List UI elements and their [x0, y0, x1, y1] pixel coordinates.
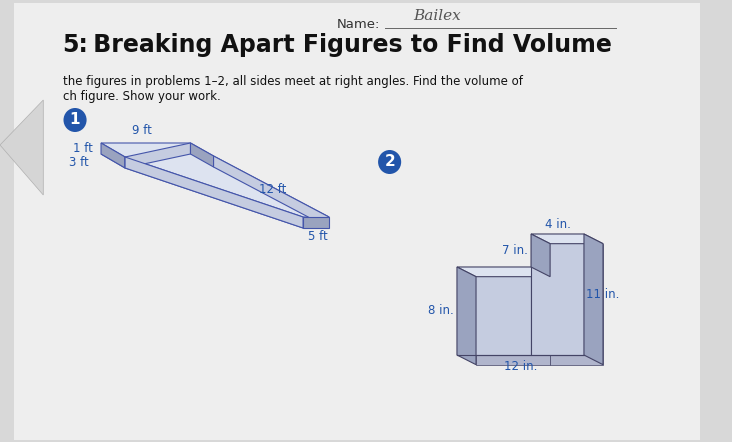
Polygon shape [15, 3, 701, 440]
Text: ch figure. Show your work.: ch figure. Show your work. [62, 90, 220, 103]
Text: 5:: 5: [62, 33, 89, 57]
Text: 1 ft: 1 ft [73, 141, 93, 155]
Text: the figures in problems 1–2, all sides meet at right angles. Find the volume of: the figures in problems 1–2, all sides m… [62, 75, 523, 88]
Polygon shape [550, 244, 603, 365]
Polygon shape [101, 143, 329, 217]
Text: Breaking Apart Figures to Find Volume: Breaking Apart Figures to Find Volume [85, 33, 611, 57]
Polygon shape [101, 143, 125, 168]
Polygon shape [101, 154, 329, 228]
Text: 5 ft: 5 ft [307, 230, 327, 243]
Circle shape [378, 150, 401, 174]
Polygon shape [476, 277, 550, 365]
Polygon shape [303, 217, 329, 228]
Polygon shape [125, 157, 303, 228]
Polygon shape [584, 234, 603, 365]
Circle shape [64, 108, 86, 132]
Text: 8 in.: 8 in. [428, 305, 454, 317]
Polygon shape [190, 143, 214, 167]
Text: 3 ft: 3 ft [69, 156, 89, 169]
Polygon shape [457, 267, 531, 355]
Polygon shape [531, 234, 603, 244]
Text: 11 in.: 11 in. [586, 288, 619, 301]
Text: 2: 2 [384, 155, 395, 169]
Text: Name:: Name: [337, 19, 380, 31]
Text: 1: 1 [70, 113, 81, 127]
Polygon shape [531, 234, 550, 277]
Polygon shape [0, 100, 43, 195]
Polygon shape [457, 267, 476, 365]
Text: Bailex: Bailex [414, 9, 461, 23]
Polygon shape [125, 143, 190, 168]
Polygon shape [214, 156, 329, 228]
Polygon shape [457, 267, 550, 277]
Text: 4 in.: 4 in. [545, 218, 570, 231]
Polygon shape [531, 234, 584, 355]
Text: 12 in.: 12 in. [504, 361, 537, 373]
Text: 12 ft: 12 ft [258, 183, 286, 196]
Text: 9 ft: 9 ft [132, 124, 152, 137]
Text: 7 in.: 7 in. [502, 244, 528, 257]
